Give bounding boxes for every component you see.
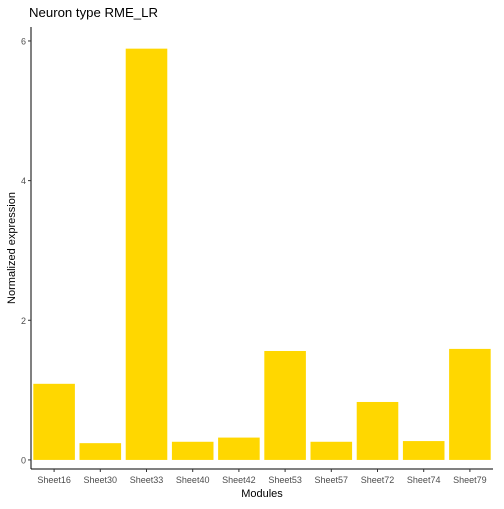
y-axis: 0 2 4 6 <box>21 27 32 469</box>
x-axis-label: Modules <box>241 488 283 500</box>
bar-sheet16 <box>33 383 75 460</box>
x-tick-label: Sheet74 <box>407 475 441 485</box>
x-tick-label: Sheet33 <box>130 475 164 485</box>
x-axis: Sheet16 Sheet30 Sheet33 Sheet40 Sheet42 Sheet… <box>31 468 493 485</box>
x-tick-label: Sheet57 <box>315 475 349 485</box>
y-tick-label: 4 <box>21 176 26 186</box>
x-tick-label: Sheet30 <box>84 475 118 485</box>
y-axis-label: Normalized expression <box>6 192 18 304</box>
bar-sheet74 <box>402 441 445 460</box>
bar-sheet72 <box>356 401 399 460</box>
x-tick-label: Sheet40 <box>176 475 210 485</box>
x-tick-label: Sheet16 <box>37 475 71 485</box>
bar-sheet42 <box>218 437 260 460</box>
bar-sheet30 <box>79 443 122 460</box>
y-tick-label: 6 <box>21 36 26 46</box>
x-tick-label: Sheet79 <box>453 475 487 485</box>
bar-sheet33 <box>125 48 168 460</box>
y-tick-label: 2 <box>21 316 26 326</box>
x-tick-label: Sheet72 <box>361 475 395 485</box>
chart-title: Neuron type RME_LR <box>29 5 158 20</box>
x-tick-label: Sheet53 <box>268 475 302 485</box>
y-tick-label: 0 <box>21 455 26 465</box>
x-tick-label: Sheet42 <box>222 475 256 485</box>
bar-sheet79 <box>449 348 491 460</box>
bar-sheet53 <box>264 350 306 460</box>
plot-area <box>33 48 491 460</box>
bar-sheet40 <box>171 441 214 460</box>
bar-sheet57 <box>310 441 353 460</box>
